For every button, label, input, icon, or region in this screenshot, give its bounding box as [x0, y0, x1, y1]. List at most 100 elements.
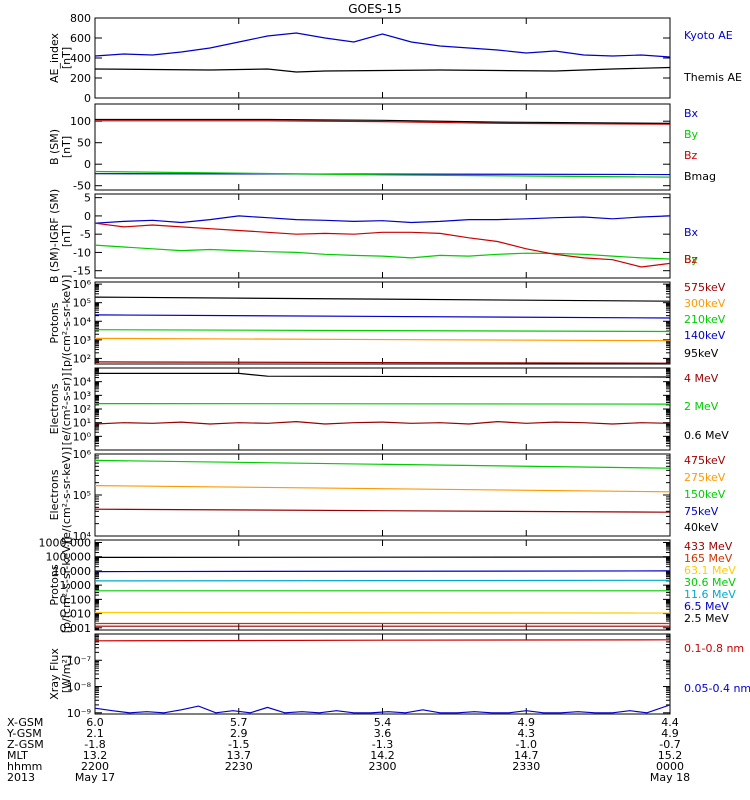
series-line-2-mev	[95, 403, 670, 405]
x-axis-row-label: hhmm	[7, 760, 42, 773]
y-tick-label: 10²	[73, 403, 91, 416]
series-line-by	[95, 244, 670, 260]
y-axis-label: B (SM)[nT]	[48, 129, 73, 165]
y-tick-label: 1.000	[60, 579, 92, 592]
y-tick-label: 10³	[73, 334, 91, 347]
x-axis-row-label: 2013	[7, 771, 35, 784]
series-line-210kev	[95, 329, 670, 333]
series-line-275kev	[95, 485, 670, 493]
y-tick-label: 100.000	[46, 551, 92, 564]
panel-frame	[94, 453, 671, 537]
legend-entry: 140keV	[684, 329, 726, 342]
x-axis-row-label: Y-GSM	[6, 727, 42, 740]
legend-entry: 210keV	[684, 313, 726, 326]
y-tick-label: 10⁻⁸	[67, 681, 92, 694]
y-tick-label: -5	[80, 228, 91, 241]
legend-entry: 11.6 MeV	[684, 588, 736, 601]
panel-frame	[94, 367, 671, 451]
legend-entry: 75keV	[684, 505, 719, 518]
y-tick-label: 50	[77, 137, 91, 150]
x-axis-cell: 2200	[81, 760, 109, 773]
y-tick-label: 10⁴	[73, 530, 92, 543]
series-line-150kev	[95, 459, 670, 469]
y-tick-label: 100	[70, 115, 91, 128]
panel-1: 0 200 400 600 800 AE_index[nT] Kyoto AE Themis …	[48, 12, 742, 105]
plot-title: GOES-15	[348, 2, 402, 16]
y-axis-label: AE_index[nT]	[48, 32, 73, 83]
y-tick-label: -15	[73, 265, 91, 278]
legend-entry: 275keV	[684, 471, 726, 484]
series-line-bz	[95, 222, 670, 268]
x-axis-cell: May 18	[650, 771, 690, 784]
x-axis-row-label: MLT	[7, 749, 28, 762]
legend-entry: Bz	[684, 253, 698, 266]
legend-entry: 433 MeV	[684, 540, 733, 553]
legend-entry: 0.6 MeV	[684, 429, 729, 442]
x-axis-cell: 6.0	[86, 716, 104, 729]
x-axis-cell: 5.7	[230, 716, 248, 729]
legend-entry: Bx	[684, 226, 699, 239]
series-line-themis-ae	[95, 66, 670, 73]
legend-entry: Bmag	[684, 170, 716, 183]
y-tick-label: 10³	[73, 389, 91, 402]
x-axis-cell: 2300	[369, 760, 397, 773]
legend-entry: 0.05-0.4 nm	[684, 682, 750, 695]
series-line-0-1-0-8-nm	[95, 639, 670, 642]
x-axis-cell: 0000	[656, 760, 684, 773]
series-line-kyoto-ae	[95, 32, 670, 58]
legend-entry: By	[684, 128, 699, 141]
legend-entry: 165 MeV	[684, 552, 733, 565]
x-axis-cell: -1.3	[372, 738, 393, 751]
series-line-4-mev	[95, 420, 670, 425]
series-line-63-1-mev	[95, 611, 670, 614]
y-tick-label: 10⁴	[73, 376, 92, 389]
legend-entry: 475keV	[684, 454, 726, 467]
x-axis-cell: 4.9	[518, 716, 536, 729]
y-axis-label: Xray Flux[W/m²]	[48, 648, 73, 700]
x-axis-cell: 2.1	[86, 727, 104, 740]
y-tick-label: 10²	[73, 352, 91, 365]
y-tick-label: 0.010	[60, 608, 92, 621]
y-tick-label: 0	[84, 210, 91, 223]
series-line-bz	[95, 120, 670, 125]
series-line-0-6-mev	[95, 372, 670, 378]
series-line-0-05-0-4-nm	[95, 704, 670, 714]
legend-entry: 300keV	[684, 297, 726, 310]
series-line-bmag	[95, 118, 670, 124]
x-axis-cell: May 17	[75, 771, 115, 784]
legend-entry: Kyoto AE	[684, 29, 733, 42]
y-tick-label: 1000.000	[39, 537, 92, 550]
series-line-140kev	[95, 314, 670, 319]
series-line-95kev	[95, 296, 670, 302]
legend-entry: 0.1-0.8 nm	[684, 642, 744, 655]
panel-frame	[94, 539, 671, 631]
legend-entry: Themis AE	[683, 71, 742, 84]
x-axis-cell: 5.4	[374, 716, 392, 729]
series-line-11-6-mev	[95, 579, 670, 582]
x-axis-cell: 4.3	[518, 727, 536, 740]
x-axis-cell: 2.9	[230, 727, 248, 740]
y-tick-label: 800	[70, 12, 91, 25]
x-axis-cell: 3.6	[374, 727, 392, 740]
x-axis-cell: -1.8	[84, 738, 105, 751]
y-tick-label: -10	[73, 246, 91, 259]
legend-entry: 575keV	[684, 281, 726, 294]
x-axis-row-label: Z-GSM	[7, 738, 44, 751]
y-tick-label: 200	[70, 72, 91, 85]
y-tick-label: 10⁶	[73, 278, 92, 291]
y-tick-label: 10⁰	[73, 430, 92, 443]
panels: 0 200 400 600 800 AE_index[nT] Kyoto AE Themis …	[39, 12, 750, 720]
y-tick-label: 10⁶	[73, 448, 92, 461]
panel-frame	[94, 17, 671, 99]
y-tick-label: 600	[70, 32, 91, 45]
y-tick-label: 0	[84, 158, 91, 171]
x-axis-cell: -0.7	[659, 738, 680, 751]
x-axis-cell: 14.2	[370, 749, 395, 762]
legend-entry: 40keV	[684, 521, 719, 534]
y-tick-label: 10⁵	[73, 297, 91, 310]
y-axis-label: Electrons[e/(cm²-s-sr-keV)]	[48, 447, 73, 543]
y-tick-label: 10¹	[73, 417, 91, 430]
